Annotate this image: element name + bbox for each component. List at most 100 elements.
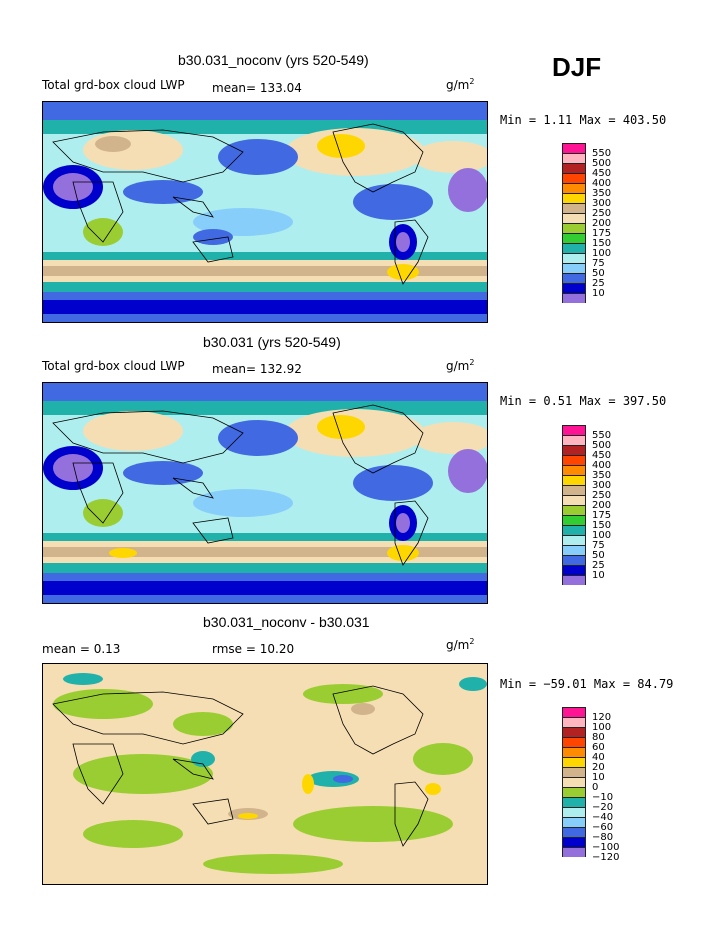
colorbar-tick-label: 10 — [592, 288, 605, 299]
colorbar-tick-label: 450 — [592, 450, 612, 461]
colorbar-tick-label: 100 — [592, 248, 612, 259]
colorbar-swatch — [562, 435, 586, 445]
colorbar-tick-label: 250 — [592, 208, 612, 219]
colorbar-tick-label: 120 — [592, 712, 612, 723]
panel-2-colorbar: 550 500 450 400 350 300 250 200 175 150 100 75 50 25 1… — [562, 425, 611, 585]
colorbar-tick-label: 500 — [592, 440, 612, 451]
panel-2-variable-label: Total grd-box cloud LWP — [42, 359, 185, 373]
colorbar-swatch — [562, 485, 586, 495]
colorbar-swatch — [562, 183, 586, 193]
colorbar-swatch — [562, 837, 586, 847]
colorbar-swatch — [562, 525, 586, 535]
panel-3-mean: mean = 0.13 — [42, 642, 121, 656]
colorbar-tick-label: 150 — [592, 520, 612, 531]
colorbar-swatch — [562, 565, 586, 575]
colorbar-tick-label: −40 — [592, 812, 614, 823]
colorbar-swatch — [562, 293, 586, 303]
colorbar-swatch — [562, 163, 586, 173]
panel-2-units: g/m2 — [446, 358, 475, 373]
colorbar-swatch — [562, 455, 586, 465]
panel-3-colorbar: 120 100 80 60 40 20 10 0 −10 −20 −40 −60 −80 −100 −120 — [562, 707, 619, 863]
colorbar-swatch — [562, 203, 586, 213]
colorbar-swatch — [562, 827, 586, 837]
colorbar-swatch — [562, 263, 586, 273]
colorbar-swatch — [562, 807, 586, 817]
colorbar-tick-label: 25 — [592, 278, 605, 289]
colorbar-swatch — [562, 223, 586, 233]
colorbar-tick-label: 0 — [592, 782, 599, 793]
panel-2-minmax: Min = 0.51 Max = 397.50 — [500, 394, 667, 408]
colorbar-swatch — [562, 243, 586, 253]
colorbar-tick-label: 175 — [592, 228, 612, 239]
colorbar-tick-label: 350 — [592, 188, 612, 199]
colorbar-tick-label: −120 — [592, 852, 620, 863]
colorbar-tick-label: 40 — [592, 752, 605, 763]
colorbar-swatch — [562, 505, 586, 515]
colorbar-swatch — [562, 555, 586, 565]
colorbar-tick-label: 200 — [592, 500, 612, 511]
colorbar-swatch — [562, 717, 586, 727]
colorbar-tick-label: −10 — [592, 792, 614, 803]
colorbar-tick-label: −80 — [592, 832, 614, 843]
colorbar-swatch — [562, 445, 586, 455]
panel-1-units: g/m2 — [446, 77, 475, 92]
colorbar-swatch — [562, 787, 586, 797]
colorbar-swatch — [562, 425, 586, 435]
colorbar-swatch — [562, 193, 586, 203]
colorbar-tick-label: 10 — [592, 772, 605, 783]
colorbar-tick-label: 50 — [592, 268, 605, 279]
colorbar-tick-label: 75 — [592, 540, 605, 551]
panel-3-title: b30.031_noconv - b30.031 — [203, 614, 370, 630]
colorbar-swatch — [562, 515, 586, 525]
colorbar-swatch — [562, 153, 586, 163]
panel-1-colorbar: 550 500 450 400 350 300 250 200 175 150 100 75 50 25 1… — [562, 143, 611, 303]
colorbar-tick-label: 300 — [592, 198, 612, 209]
colorbar-tick-label: 400 — [592, 178, 612, 189]
colorbar-swatch — [562, 545, 586, 555]
colorbar-tick-label: −20 — [592, 802, 614, 813]
panel-2-map — [42, 382, 488, 604]
colorbar-swatch — [562, 777, 586, 787]
colorbar-swatch — [562, 757, 586, 767]
colorbar-tick-label: 350 — [592, 470, 612, 481]
colorbar-tick-label: 50 — [592, 550, 605, 561]
colorbar-tick-label: −60 — [592, 822, 614, 833]
panel-2-mean: mean= 132.92 — [212, 362, 302, 376]
colorbar-tick-label: 20 — [592, 762, 605, 773]
panel-2-title: b30.031 (yrs 520-549) — [203, 334, 341, 350]
colorbar-tick-label: 550 — [592, 148, 612, 159]
colorbar-tick-label: 80 — [592, 732, 605, 743]
colorbar-tick-label: 175 — [592, 510, 612, 521]
colorbar-tick-label: 60 — [592, 742, 605, 753]
colorbar-tick-label: 200 — [592, 218, 612, 229]
panel-1-map — [42, 101, 488, 323]
colorbar-swatch — [562, 797, 586, 807]
colorbar-tick-label: 300 — [592, 480, 612, 491]
colorbar-swatch — [562, 707, 586, 717]
colorbar-swatch — [562, 173, 586, 183]
colorbar-tick-label: 150 — [592, 238, 612, 249]
colorbar-swatch — [562, 737, 586, 747]
panel-3-contour-field — [43, 664, 487, 884]
panel-3-rmse: rmse = 10.20 — [212, 642, 295, 656]
colorbar-swatch — [562, 727, 586, 737]
colorbar-swatch — [562, 575, 586, 585]
panel-1-mean: mean= 133.04 — [212, 81, 302, 95]
colorbar-tick-label: 550 — [592, 430, 612, 441]
panel-3-minmax: Min = −59.01 Max = 84.79 — [500, 677, 674, 691]
panel-2-contour-field — [43, 383, 487, 603]
colorbar-swatch — [562, 465, 586, 475]
panel-1-minmax: Min = 1.11 Max = 403.50 — [500, 113, 667, 127]
colorbar-swatch — [562, 767, 586, 777]
panel-1-title: b30.031_noconv (yrs 520-549) — [178, 52, 369, 68]
colorbar-swatch — [562, 475, 586, 485]
panel-1-contour-field — [43, 102, 487, 322]
colorbar-tick-label: −100 — [592, 842, 620, 853]
colorbar-swatch — [562, 143, 586, 153]
panel-3-map — [42, 663, 488, 885]
colorbar-tick-label: 100 — [592, 530, 612, 541]
colorbar-swatch — [562, 495, 586, 505]
panel-3-units: g/m2 — [446, 637, 475, 652]
colorbar-tick-label: 250 — [592, 490, 612, 501]
